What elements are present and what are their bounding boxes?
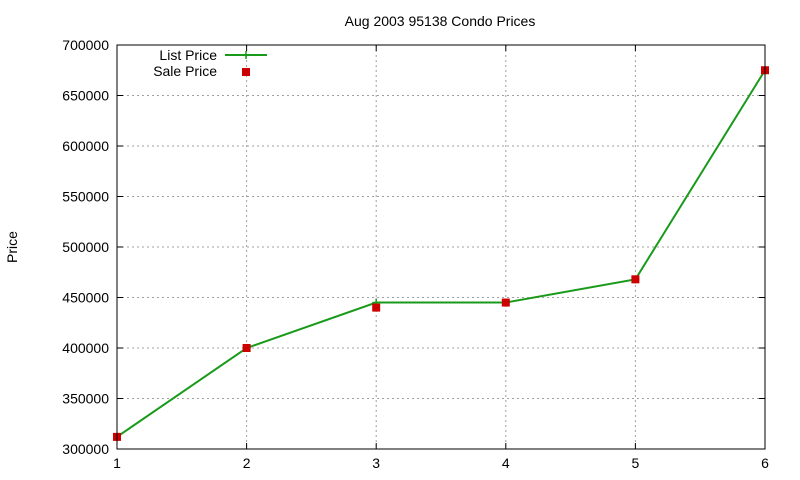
plot-border [116,44,766,450]
x-tick-label: 3 [372,455,380,471]
y-tick-label: 700000 [62,37,109,53]
y-tick-label: 600000 [62,138,109,154]
x-tick-label: 1 [113,455,121,471]
grid [117,45,765,449]
legend-swatch-square [242,68,250,76]
x-tick-label: 4 [502,455,510,471]
sale-price-point [501,298,510,307]
y-tick-label: 650000 [62,88,109,104]
x-tick-label: 5 [632,455,640,471]
legend-swatch-marker [242,51,250,59]
sale-price-point [242,344,251,352]
chart-title: Aug 2003 95138 Condo Prices [345,13,536,29]
y-tick-label: 550000 [62,189,109,205]
x-tick-label: 2 [243,455,251,471]
y-tick-label: 450000 [62,290,109,306]
legend-label: List Price [159,47,217,63]
y-tick-label: 350000 [62,391,109,407]
series-line-list-price [116,69,766,438]
y-tick-label: 500000 [62,239,109,255]
sale-price-point [631,275,640,284]
y-tick-label: 300000 [62,441,109,457]
tick-labels: 300000 350000 400000 450000 500000 550000 6000… [62,37,769,471]
y-tick-label: 400000 [62,340,109,356]
sale-price-point [372,303,381,312]
x-tick-label: 6 [761,455,769,471]
y-axis-label: Price [4,231,20,263]
series-layer [113,66,769,441]
legend-label: Sale Price [153,63,217,79]
